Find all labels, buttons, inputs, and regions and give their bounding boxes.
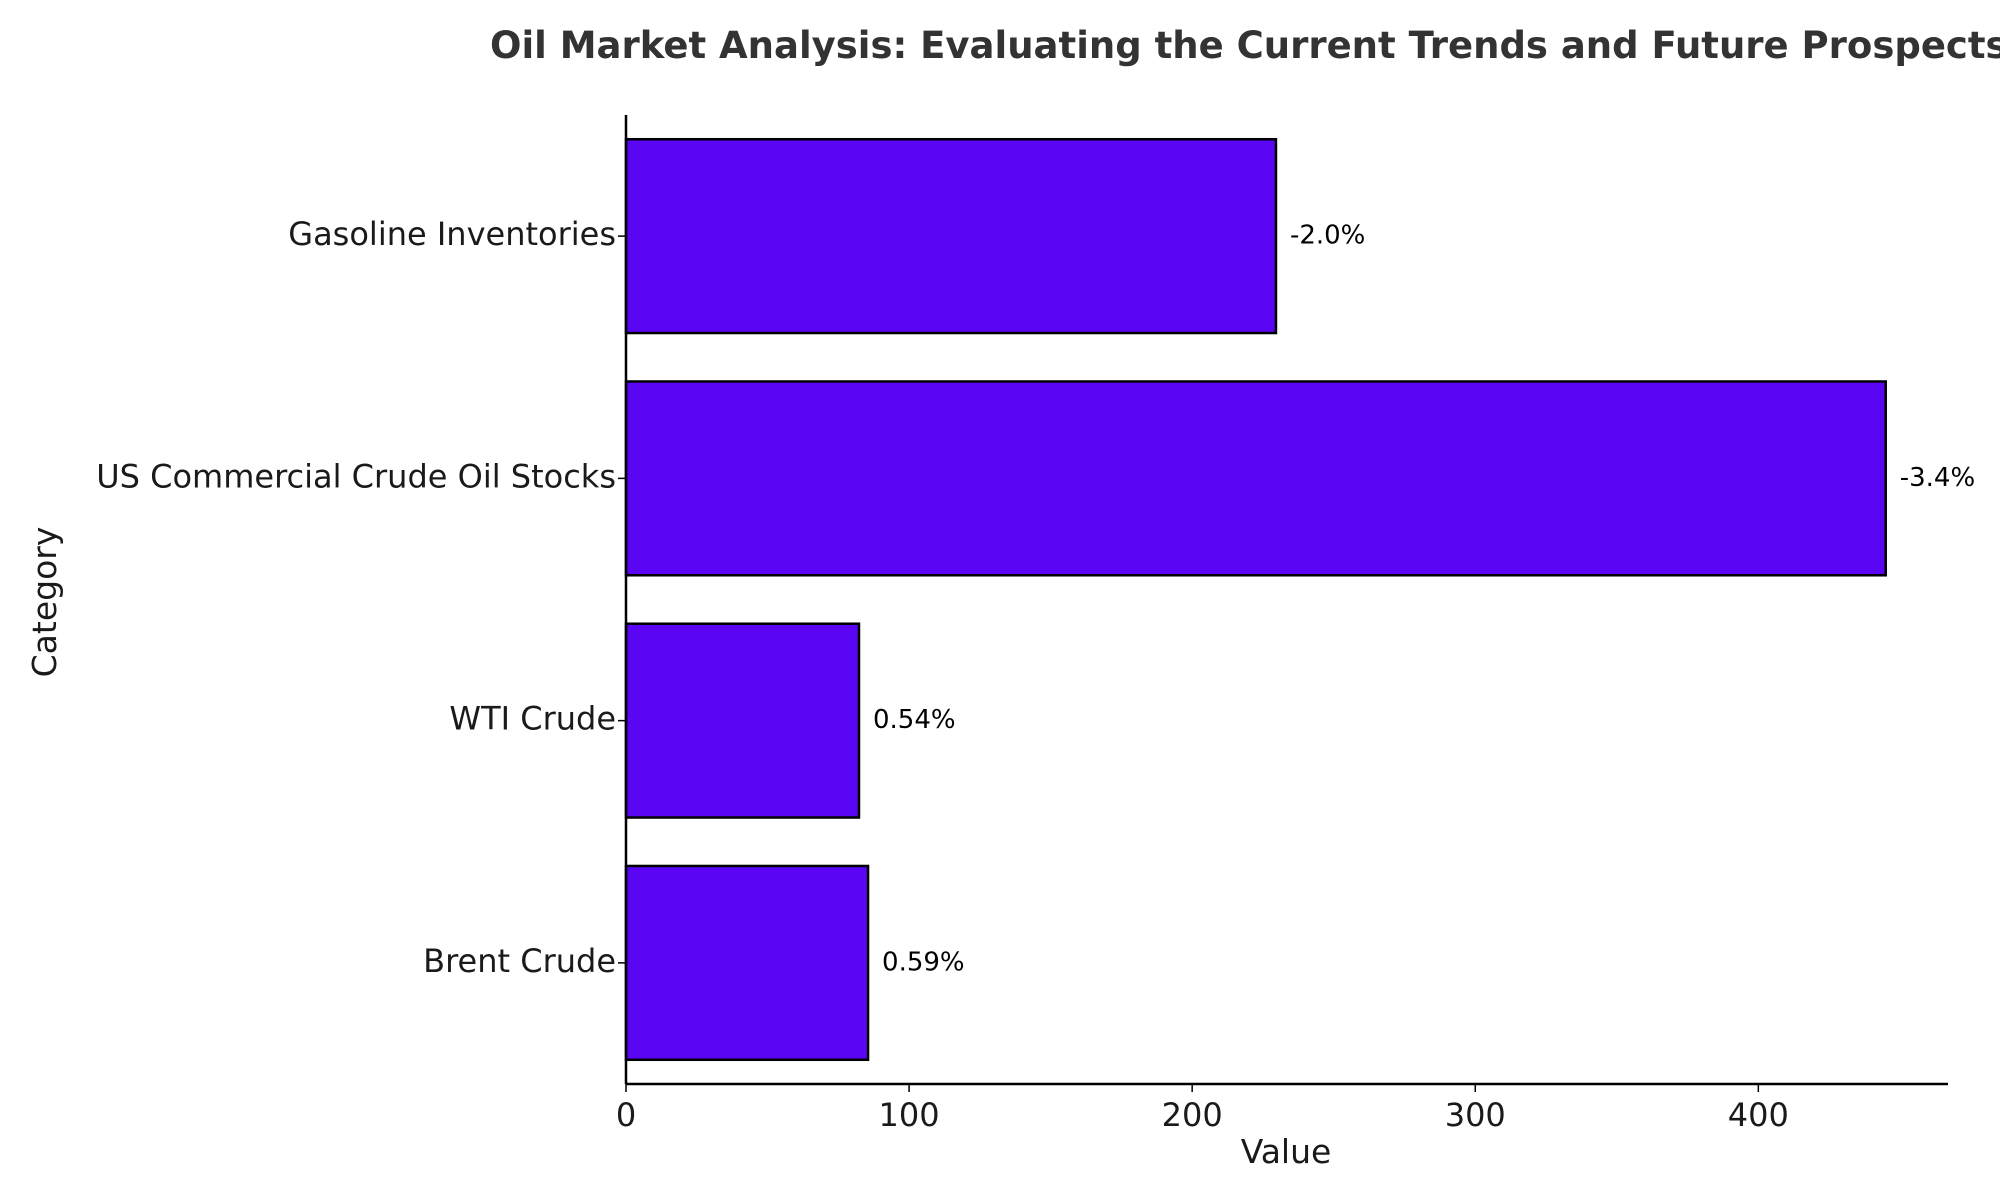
chart-title: Oil Market Analysis: Evaluating the Curr… [490,24,2000,67]
x-axis-title: Value [1241,1132,1332,1171]
labels-layer: 0.59% 0.54% -3.4% -2.0% [873,221,1975,978]
data-label-brent-crude: 0.59% [882,947,965,977]
bars-layer [624,137,1887,1062]
y-tick-label-us-commercial-crude-oil-stocks: US Commercial Crude Oil Stocks [96,457,616,495]
y-tick-label-brent-crude: Brent Crude [423,942,616,980]
data-label-gasoline-inventories: -2.0% [1290,221,1365,251]
bar-brent-crude [624,864,870,1062]
x-tick-label-0: 0 [616,1096,636,1134]
y-tick-label-wti-crude: WTI Crude [449,700,616,738]
bar-gasoline-inventories [624,137,1278,335]
y-axis-title: Category [25,527,64,678]
bar-wti-crude [624,622,861,819]
x-tick-label-400: 400 [1728,1096,1789,1134]
bar-us-commercial-crude-oil-stocks [624,380,1887,577]
ticks-layer: Brent Crude WTI Crude US Commercial Crude … [96,215,1789,1134]
data-label-wti-crude: 0.54% [873,705,956,735]
x-tick-label-100: 100 [879,1096,940,1134]
x-tick-label-300: 300 [1445,1096,1506,1134]
x-tick-label-200: 200 [1162,1096,1223,1134]
data-label-us-commercial-crude-oil-stocks: -3.4% [1900,463,1975,493]
y-tick-label-gasoline-inventories: Gasoline Inventories [288,215,616,253]
